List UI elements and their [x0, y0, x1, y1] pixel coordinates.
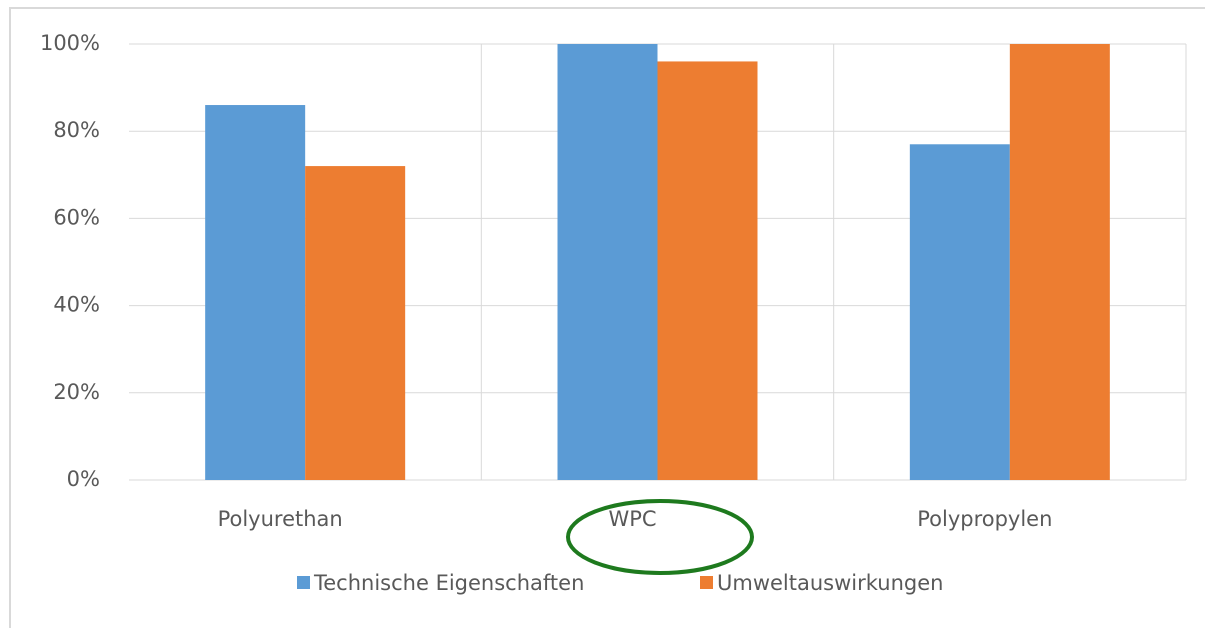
- bar: [305, 166, 406, 480]
- legend-swatch: [700, 576, 713, 589]
- highlight-ellipse: [566, 499, 754, 575]
- x-tick-label: Polypropylen: [917, 507, 1052, 531]
- bar: [1009, 44, 1110, 480]
- legend-label: Umweltauswirkungen: [717, 571, 943, 595]
- x-tick-label: Polyurethan: [218, 507, 343, 531]
- y-tick-label: 20%: [53, 380, 100, 404]
- y-tick-label: 100%: [40, 31, 100, 55]
- y-tick-label: 60%: [53, 205, 100, 229]
- bar: [557, 44, 658, 480]
- y-tick-label: 80%: [53, 118, 100, 142]
- y-tick-label: 40%: [53, 293, 100, 317]
- legend-swatch: [297, 576, 310, 589]
- legend-label: Technische Eigenschaften: [313, 571, 584, 595]
- bar: [909, 144, 1010, 480]
- y-tick-label: 0%: [67, 467, 100, 491]
- bar: [205, 105, 306, 480]
- chart-border: [9, 7, 1205, 628]
- plot-area: 0% 20% 40% 60% 80% 100% Polyurethan WPC Polyprop…: [40, 31, 1187, 595]
- bar: [657, 61, 758, 480]
- x-tick-label: WPC: [608, 507, 656, 531]
